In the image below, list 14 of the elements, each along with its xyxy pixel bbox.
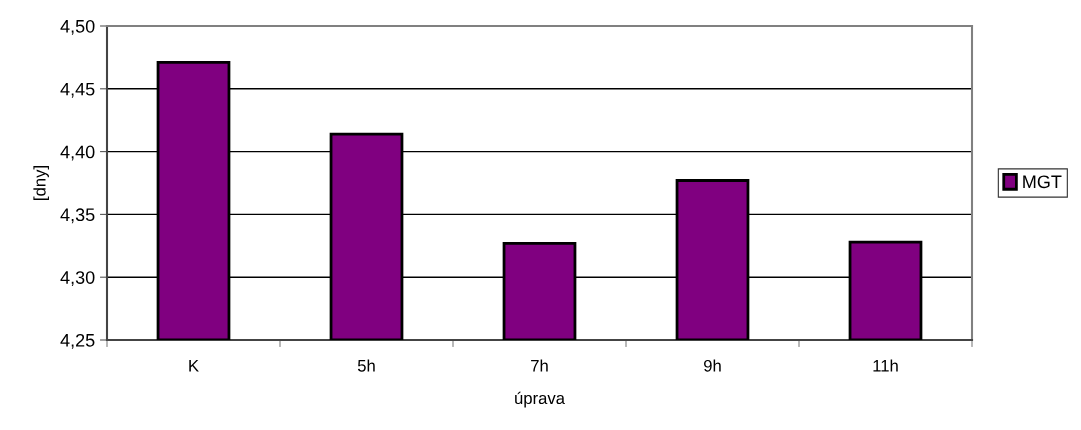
x-tick-label: 7h xyxy=(531,359,548,372)
y-tick-label: 4,50 xyxy=(60,19,95,35)
y-tick-label: 4,40 xyxy=(60,145,95,161)
y-tick-label: 4,25 xyxy=(60,333,95,349)
y-tick-label: 4,45 xyxy=(60,82,95,98)
y-axis-title: [dny] xyxy=(33,166,49,200)
y-tick-label: 4,35 xyxy=(60,208,95,224)
y-tick-label: 4,30 xyxy=(60,271,95,287)
x-tick-label: 5h xyxy=(357,359,375,372)
x-axis-title: úprava xyxy=(515,391,565,408)
x-tick-label: 9h xyxy=(704,359,721,372)
x-tick-label: K xyxy=(189,360,199,372)
x-tick-label: 11h xyxy=(873,359,898,372)
legend-label: MGT xyxy=(1023,175,1062,189)
